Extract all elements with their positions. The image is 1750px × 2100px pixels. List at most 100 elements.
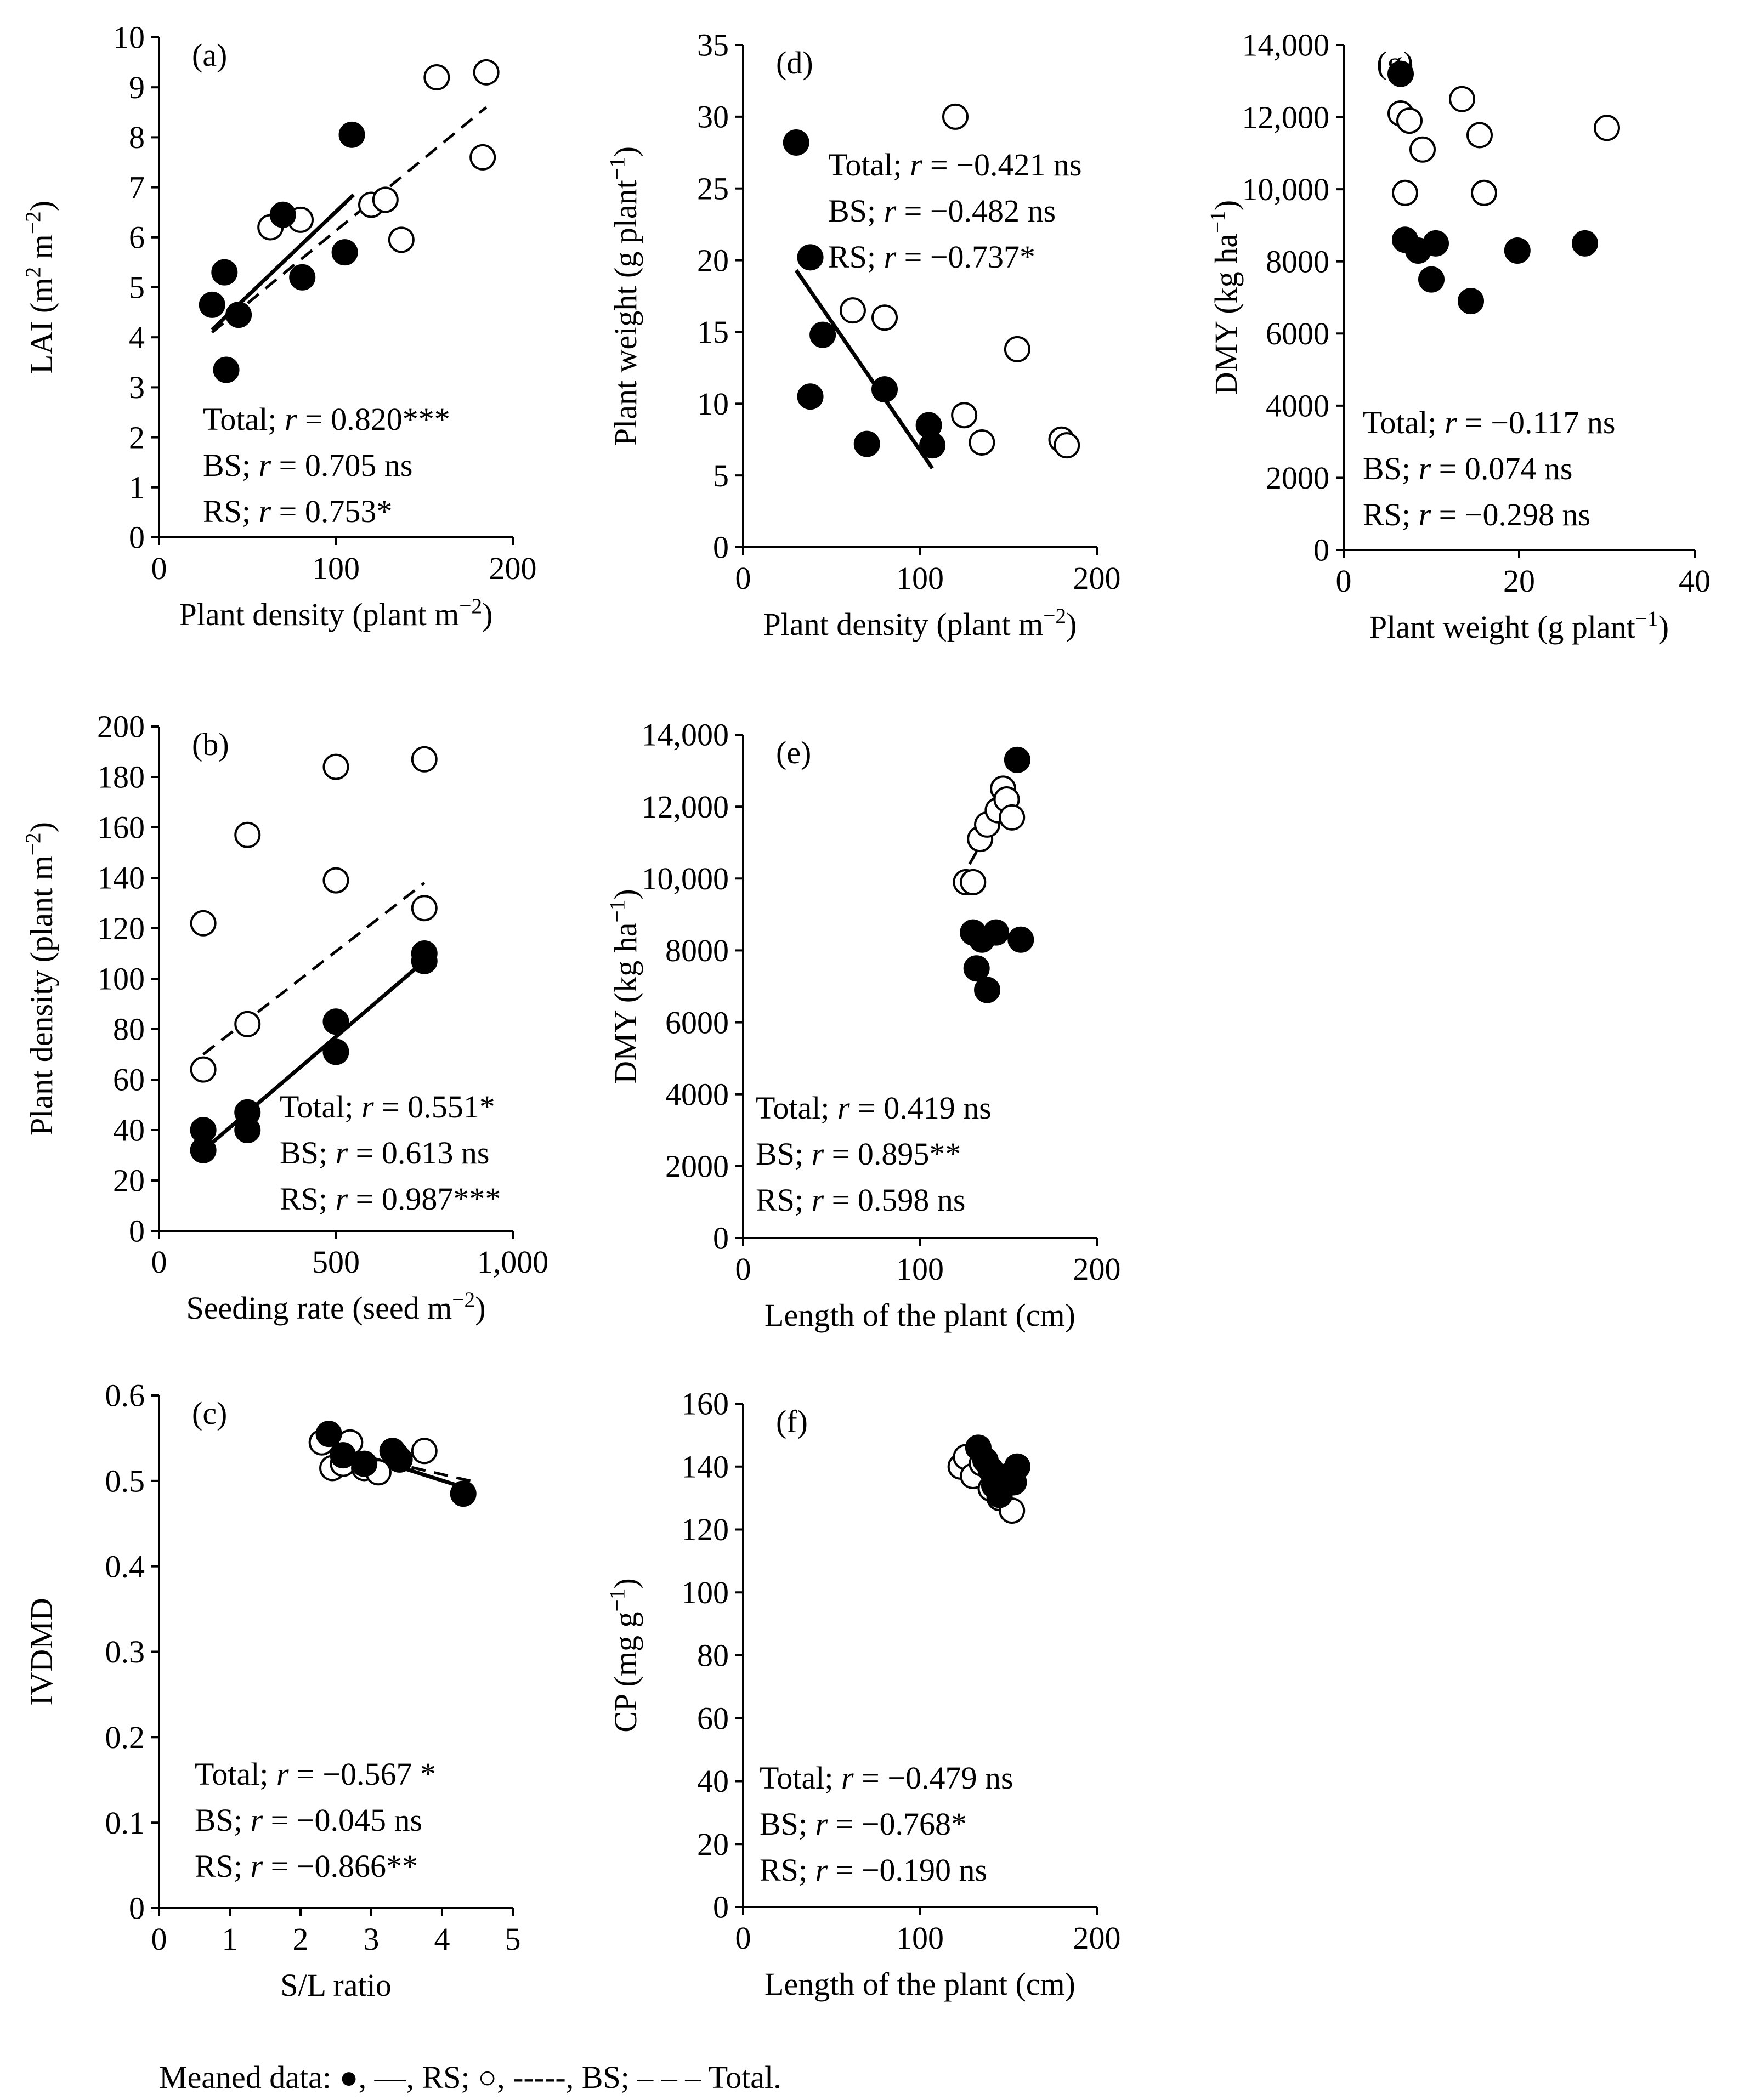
x-tick-label: 1,000 [477, 1244, 549, 1280]
correlation-annotation: RS; r = −0.866** [195, 1848, 418, 1884]
data-point-rs [338, 121, 365, 148]
data-point-bs [1594, 115, 1620, 141]
data-point-bs [969, 429, 995, 456]
correlation-annotation: Total; r = 0.551* [280, 1089, 495, 1125]
y-tick-label: 4000 [1266, 388, 1329, 424]
data-point-bs [190, 1056, 217, 1083]
y-axis-title: Plant density (plant m−2) [21, 822, 59, 1136]
data-point-rs [797, 244, 824, 271]
x-tick-label: 4 [434, 1921, 450, 1957]
data-point-rs [211, 259, 238, 286]
y-tick-label: 40 [113, 1113, 145, 1148]
x-tick-label: 0 [735, 560, 751, 596]
y-tick-label: 140 [97, 860, 145, 896]
panel-d: 0 5 10 15 20 25 30 35 0 100 200 Plant density (plan… [605, 27, 1121, 642]
y-tick-label: 80 [697, 1638, 729, 1673]
regression-line-rs [794, 269, 934, 470]
y-tick-label: 10,000 [1242, 172, 1330, 207]
y-axis-title: IVDMD [24, 1598, 59, 1706]
y-tick-label: 6 [129, 220, 145, 256]
x-tick-label: 100 [896, 560, 944, 596]
y-tick-label: 4000 [665, 1076, 729, 1112]
correlation-annotation: Total; r = 0.419 ns [756, 1090, 992, 1126]
data-point-bs [388, 226, 415, 253]
data-point-bs [423, 64, 450, 90]
y-tick-label: 2000 [665, 1149, 729, 1184]
y-tick-label: 3 [129, 370, 145, 405]
y-tick-label: 140 [681, 1449, 729, 1484]
y-tick-label: 2000 [1266, 460, 1329, 496]
correlation-annotation: RS; r = −0.298 ns [1363, 497, 1590, 532]
x-tick-label: 0 [735, 1251, 751, 1287]
y-tick-label: 25 [697, 171, 729, 206]
data-point-bs [951, 402, 978, 429]
data-point-bs [473, 59, 500, 86]
open-circle-icon: ○ [478, 2059, 497, 2095]
data-point-rs [809, 321, 836, 348]
data-point-bs [322, 753, 349, 780]
data-point-bs [839, 297, 866, 324]
data-point-bs [372, 186, 399, 213]
correlation-annotation: RS; r = −0.190 ns [760, 1852, 987, 1888]
data-point-bs [411, 895, 438, 922]
data-point-rs [1423, 230, 1449, 257]
data-point-bs [322, 867, 349, 894]
y-axis-title: DMY (kg ha−1) [605, 889, 643, 1084]
x-tick-label: 0 [735, 1920, 751, 1956]
data-point-rs [315, 1421, 342, 1448]
data-point-rs [783, 129, 809, 156]
y-tick-label: 10,000 [642, 861, 729, 896]
x-axis-title: Length of the plant (cm) [764, 1297, 1075, 1333]
data-point-bs [234, 821, 261, 848]
data-point-bs [1004, 336, 1030, 362]
y-tick-label: 0 [129, 1213, 145, 1249]
data-point-rs [1004, 1453, 1030, 1480]
y-tick-label: 100 [97, 961, 145, 997]
data-point-bs [942, 103, 969, 130]
y-tick-label: 0.5 [105, 1463, 145, 1499]
x-tick-label: 0 [151, 1921, 167, 1957]
x-tick-label: 20 [1503, 563, 1535, 599]
x-tick-label: 200 [1073, 1251, 1121, 1287]
correlation-annotation: BS; r = 0.895** [756, 1136, 961, 1172]
regression-line-bs [968, 795, 1010, 865]
x-axis-title: Length of the plant (cm) [764, 1966, 1075, 2002]
y-tick-label: 0.2 [105, 1719, 145, 1755]
y-tick-label: 120 [681, 1512, 729, 1547]
y-tick-label: 160 [97, 810, 145, 845]
x-tick-label: 100 [312, 550, 360, 586]
data-point-bs [871, 304, 898, 331]
y-tick-label: 180 [97, 759, 145, 795]
data-point-rs [450, 1480, 477, 1507]
correlation-annotation: BS; r = −0.768* [760, 1806, 967, 1842]
data-point-rs [322, 1038, 349, 1065]
data-point-rs [1572, 230, 1598, 257]
y-tick-label: 5 [129, 270, 145, 305]
x-axis-title: Plant density (plant m−2) [179, 594, 493, 632]
data-point-bs [1392, 179, 1418, 206]
x-tick-label: 200 [1073, 560, 1121, 596]
data-point-rs [213, 356, 240, 383]
correlation-annotation: BS; r = 0.613 ns [280, 1135, 489, 1171]
data-point-bs [1409, 136, 1436, 163]
x-tick-label: 0 [1336, 563, 1352, 599]
y-tick-label: 60 [113, 1062, 145, 1098]
data-point-bs [469, 144, 496, 171]
data-point-rs [1387, 60, 1414, 87]
footnote-rs-text: , —, RS; [358, 2059, 478, 2095]
data-point-rs [1504, 237, 1531, 264]
x-axis-title: Plant density (plant m−2) [763, 604, 1077, 642]
data-point-rs [351, 1450, 378, 1477]
panel-label: (e) [776, 735, 811, 770]
data-point-rs [225, 302, 252, 328]
y-tick-label: 4 [129, 320, 145, 355]
filled-circle-icon: ● [339, 2059, 359, 2095]
x-axis-title: Seeding rate (seed m−2) [186, 1287, 485, 1326]
x-tick-label: 100 [896, 1920, 944, 1956]
correlation-annotation: Total; r = −0.567 * [195, 1756, 436, 1792]
footnote-lead: Meaned data: [159, 2059, 339, 2095]
correlation-annotation: Total; r = −0.117 ns [1363, 405, 1615, 440]
x-tick-label: 2 [293, 1921, 309, 1957]
panel-label: (f) [776, 1404, 808, 1439]
